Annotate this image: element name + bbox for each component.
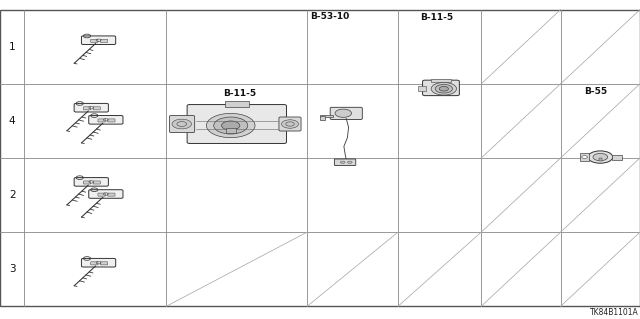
FancyBboxPatch shape [93, 181, 100, 184]
Bar [418, 85, 426, 91]
Bar [612, 154, 621, 160]
FancyBboxPatch shape [422, 80, 460, 96]
Text: B-11-5: B-11-5 [223, 89, 257, 98]
Circle shape [206, 114, 255, 138]
FancyBboxPatch shape [91, 262, 98, 265]
Text: 2: 2 [9, 190, 15, 200]
Circle shape [177, 122, 187, 126]
FancyBboxPatch shape [81, 36, 116, 44]
FancyBboxPatch shape [81, 258, 116, 267]
FancyBboxPatch shape [330, 107, 362, 120]
FancyBboxPatch shape [170, 115, 195, 133]
FancyBboxPatch shape [89, 115, 123, 124]
FancyBboxPatch shape [89, 190, 123, 198]
Circle shape [172, 119, 191, 129]
Circle shape [335, 109, 351, 117]
FancyBboxPatch shape [74, 103, 108, 112]
Circle shape [340, 161, 345, 163]
Bar [321, 115, 333, 117]
Circle shape [588, 151, 612, 163]
Text: B-11-5: B-11-5 [420, 13, 453, 22]
Bar [225, 101, 249, 107]
FancyBboxPatch shape [98, 193, 105, 196]
Bar [580, 153, 589, 161]
FancyBboxPatch shape [108, 193, 115, 196]
Text: 1: 1 [9, 42, 15, 52]
Bar [431, 78, 451, 82]
FancyBboxPatch shape [187, 105, 287, 144]
FancyBboxPatch shape [100, 39, 108, 42]
FancyBboxPatch shape [334, 159, 356, 166]
Circle shape [593, 153, 607, 161]
Circle shape [282, 120, 298, 128]
Bar [598, 158, 602, 161]
Circle shape [439, 86, 449, 91]
FancyBboxPatch shape [74, 178, 108, 186]
Circle shape [348, 161, 352, 163]
FancyBboxPatch shape [100, 262, 108, 265]
Circle shape [431, 82, 456, 95]
Text: B-53-10: B-53-10 [310, 12, 349, 21]
FancyBboxPatch shape [83, 107, 91, 110]
Text: B-55: B-55 [584, 87, 607, 96]
Circle shape [582, 156, 588, 159]
FancyBboxPatch shape [279, 117, 301, 131]
Bar [321, 116, 325, 120]
Circle shape [285, 122, 294, 126]
FancyBboxPatch shape [98, 119, 105, 122]
FancyBboxPatch shape [108, 119, 115, 122]
Text: TK84B1101A: TK84B1101A [590, 308, 639, 317]
Text: 4: 4 [9, 116, 15, 126]
Circle shape [221, 121, 240, 130]
FancyBboxPatch shape [83, 181, 91, 184]
FancyBboxPatch shape [91, 39, 98, 42]
Text: 3: 3 [9, 264, 15, 274]
Circle shape [435, 85, 452, 93]
Bar [226, 128, 236, 133]
FancyBboxPatch shape [93, 107, 100, 110]
Circle shape [214, 117, 248, 134]
